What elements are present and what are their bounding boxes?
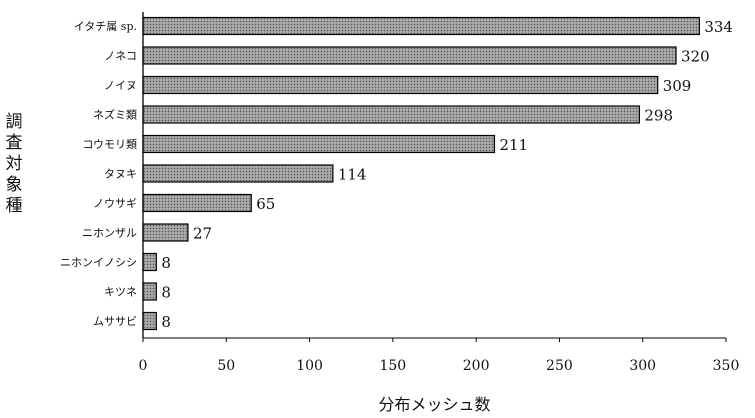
- bars-layer: [142, 16, 700, 331]
- value-label: 27: [193, 225, 212, 243]
- y-axis-title-char: 象: [6, 175, 23, 195]
- category-label: ノウサギ: [93, 197, 137, 210]
- bar-10: [142, 282, 157, 301]
- value-label: 309: [663, 77, 692, 95]
- category-label: ニホンイノシシ: [60, 256, 137, 269]
- x-tick-label: 50: [217, 358, 235, 374]
- label-layer: イタチ属 sp. 334 ノネコ 320 ノイヌ 309 ネズミ類 298 コウモリ類 211 タヌ…: [6, 18, 740, 414]
- bar-5: [142, 134, 496, 154]
- bar-8: [142, 223, 189, 242]
- x-axis-title: 分布メッシュ数: [378, 395, 490, 414]
- bar-4: [142, 105, 640, 124]
- x-tick-label: 350: [713, 358, 740, 374]
- category-label: キツネ: [104, 286, 137, 299]
- value-label: 114: [338, 166, 367, 184]
- category-label: イタチ属 sp.: [74, 20, 137, 33]
- value-label: 320: [681, 48, 710, 66]
- bar-1: [142, 16, 700, 36]
- category-label: コウモリ類: [82, 138, 137, 151]
- value-label: 334: [704, 18, 733, 36]
- x-tick-label: 250: [546, 358, 573, 374]
- value-label: 8: [161, 284, 171, 302]
- x-tick-label: 0: [139, 358, 148, 374]
- value-label: 211: [499, 136, 528, 154]
- x-tick-label: 150: [379, 358, 406, 374]
- category-label: ノネコ: [104, 50, 137, 63]
- bar-2: [142, 46, 677, 65]
- x-tick-label: 100: [296, 358, 323, 374]
- bar-11: [142, 311, 157, 331]
- y-axis-title: 調査対象種: [6, 112, 23, 216]
- category-label: ネズミ類: [93, 108, 137, 122]
- y-axis-title-char: 調: [6, 112, 23, 132]
- category-label: タヌキ: [104, 168, 137, 181]
- value-label: 298: [644, 107, 673, 125]
- x-tick-label: 200: [463, 358, 490, 374]
- bar-7: [142, 193, 252, 213]
- category-label: ムササビ: [93, 315, 137, 328]
- y-axis-title-char: 対: [6, 154, 23, 174]
- y-axis-title-char: 種: [6, 196, 23, 216]
- bar-6: [142, 164, 334, 183]
- category-label: ノイヌ: [104, 79, 137, 92]
- y-axis-title-char: 査: [6, 133, 23, 153]
- bar-3: [142, 75, 659, 95]
- value-label: 8: [161, 254, 171, 272]
- value-label: 65: [256, 195, 275, 213]
- axis-layer: [142, 12, 727, 342]
- category-label: ニホンザル: [82, 227, 137, 240]
- x-tick-label: 300: [629, 358, 656, 374]
- value-label: 8: [161, 313, 171, 331]
- bar-9: [142, 252, 157, 272]
